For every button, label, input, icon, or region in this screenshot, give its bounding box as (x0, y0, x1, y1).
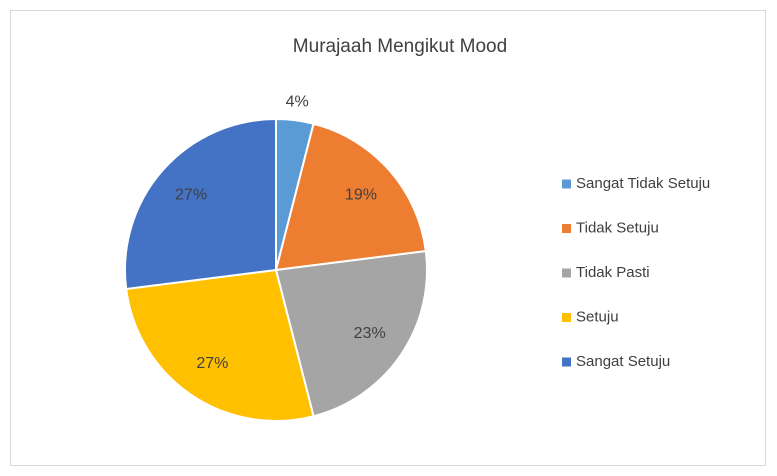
pie-slice (124, 117, 277, 291)
data-label: 27% (175, 186, 207, 203)
pie-slice (125, 268, 315, 422)
legend-swatch (562, 313, 571, 322)
data-label: 27% (196, 355, 228, 372)
legend-swatch (562, 268, 571, 278)
legend-label: Setuju (576, 308, 619, 325)
legend-swatch (562, 224, 571, 233)
pie-slice (274, 122, 427, 272)
legend-label: Tidak Pasti (576, 264, 650, 281)
legend-swatch (562, 357, 571, 367)
legend-label: Sangat Setuju (576, 353, 670, 370)
data-label: 23% (354, 325, 386, 342)
legend-swatch (562, 179, 571, 189)
legend-label: Tidak Setuju (576, 219, 659, 236)
legend-label: Sangat Tidak Setuju (576, 175, 710, 192)
data-label: 19% (345, 186, 377, 203)
pie-slice (274, 249, 428, 418)
data-label: 4% (286, 93, 309, 110)
chart-title: Murajaah Mengikut Mood (293, 36, 507, 57)
